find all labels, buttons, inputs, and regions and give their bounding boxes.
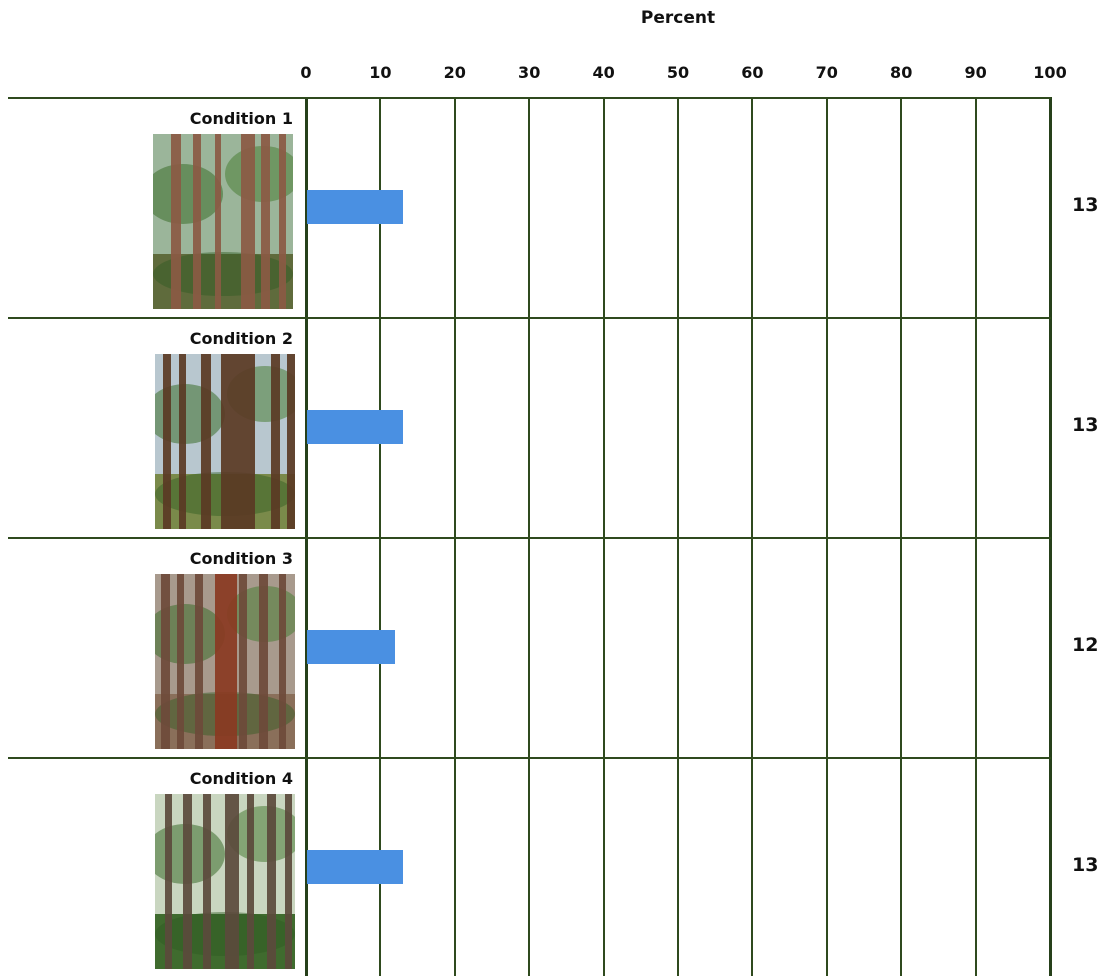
row-separator: [8, 757, 1051, 759]
row-separator: [8, 317, 1051, 319]
value-label: 12: [1072, 634, 1099, 656]
value-label: 13: [1072, 854, 1099, 876]
bar: [307, 410, 403, 444]
category-label: Condition 3: [189, 549, 293, 568]
category-label: Condition 4: [189, 769, 293, 788]
tick-label: 90: [964, 63, 987, 82]
bar: [307, 190, 403, 224]
row-separator: [8, 537, 1051, 539]
value-label: 13: [1072, 194, 1099, 216]
gridline: [305, 97, 308, 976]
gridline: [751, 97, 754, 976]
gridline: [528, 97, 531, 976]
tick-label: 100: [1033, 63, 1067, 82]
category-label: Condition 2: [189, 329, 293, 348]
forest-photo: [153, 134, 293, 309]
tick-label: 50: [666, 63, 690, 82]
gridline: [974, 97, 977, 976]
tick-label: 30: [518, 63, 541, 82]
value-label: 13: [1072, 414, 1099, 436]
gridline: [900, 97, 903, 976]
forest-photo: [155, 354, 295, 529]
category-label: Condition 1: [189, 109, 293, 128]
gridline: [453, 97, 456, 976]
tick-label: 20: [443, 63, 466, 82]
tick-label: 70: [815, 63, 838, 82]
x-axis-title: Percent: [640, 8, 716, 28]
forest-photo: [155, 794, 295, 969]
gridline: [677, 97, 679, 976]
tick-label: 40: [592, 63, 615, 82]
gridline: [825, 97, 828, 976]
tick-label: 60: [741, 63, 764, 82]
tick-label: 0: [300, 63, 312, 82]
bar: [307, 850, 403, 884]
tick-label: 80: [890, 63, 913, 82]
tick-label: 10: [369, 63, 392, 82]
forest-photo: [155, 574, 295, 749]
bar: [307, 630, 396, 664]
gridline: [1049, 97, 1052, 976]
row-separator: [8, 97, 1051, 99]
gridline: [602, 97, 605, 976]
gridline: [379, 97, 382, 976]
